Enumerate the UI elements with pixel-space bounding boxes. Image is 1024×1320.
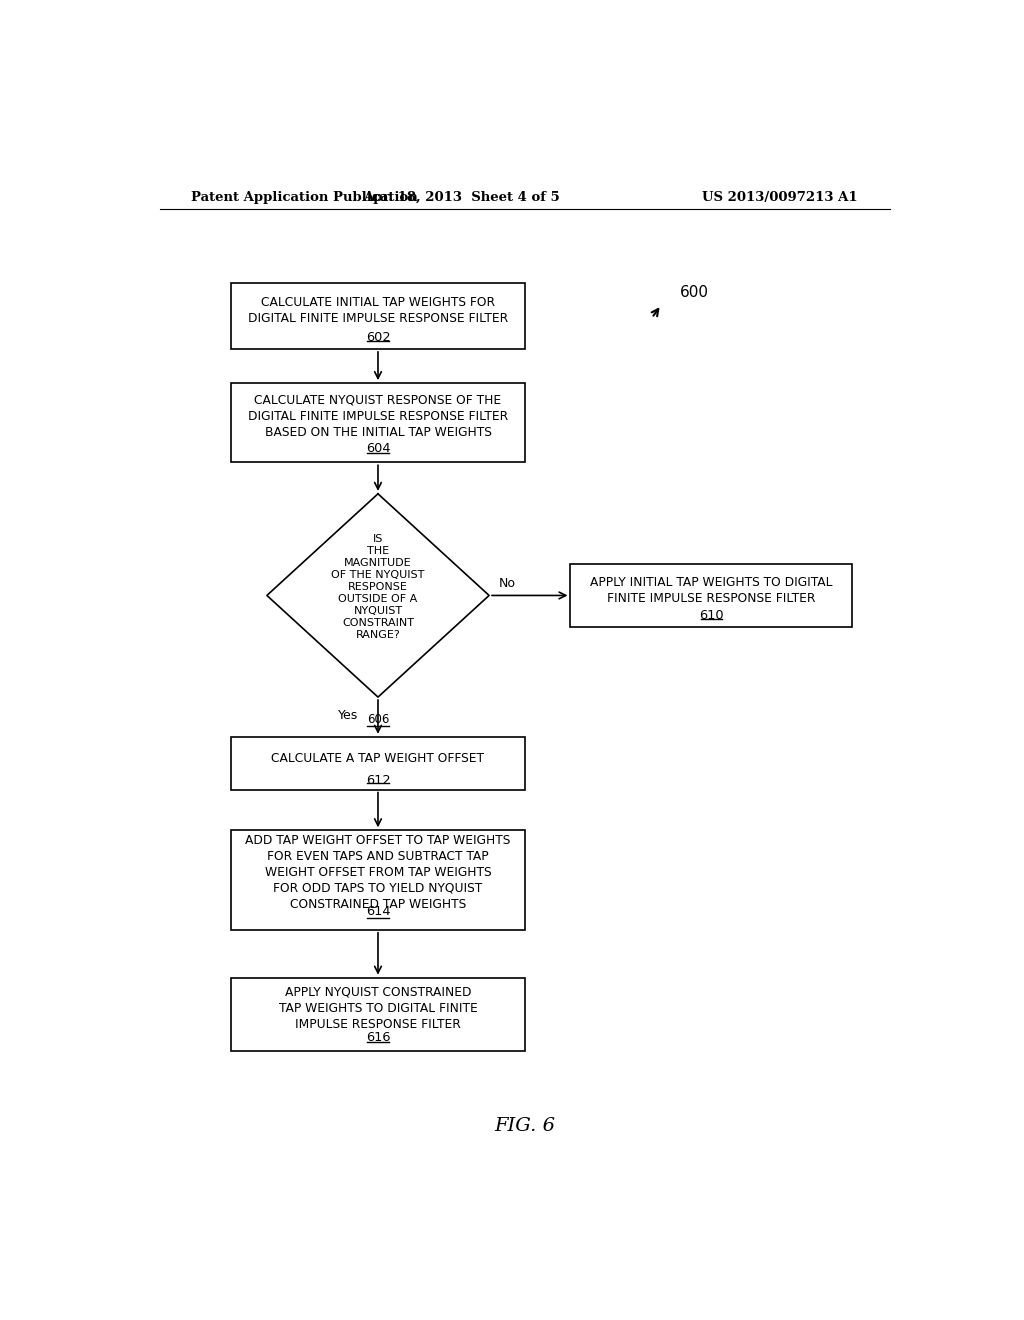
Text: US 2013/0097213 A1: US 2013/0097213 A1: [702, 190, 858, 203]
Text: CALCULATE NYQUIST RESPONSE OF THE
DIGITAL FINITE IMPULSE RESPONSE FILTER
BASED O: CALCULATE NYQUIST RESPONSE OF THE DIGITA…: [248, 393, 508, 438]
Text: 614: 614: [366, 906, 390, 919]
Text: Patent Application Publication: Patent Application Publication: [191, 190, 418, 203]
Polygon shape: [267, 494, 489, 697]
Text: ADD TAP WEIGHT OFFSET TO TAP WEIGHTS
FOR EVEN TAPS AND SUBTRACT TAP
WEIGHT OFFSE: ADD TAP WEIGHT OFFSET TO TAP WEIGHTS FOR…: [246, 833, 511, 911]
Bar: [231, 383, 524, 462]
Text: 616: 616: [366, 1031, 390, 1044]
Text: APPLY NYQUIST CONSTRAINED
TAP WEIGHTS TO DIGITAL FINITE
IMPULSE RESPONSE FILTER: APPLY NYQUIST CONSTRAINED TAP WEIGHTS TO…: [279, 986, 477, 1031]
Text: No: No: [499, 577, 516, 590]
Text: Apr. 18, 2013  Sheet 4 of 5: Apr. 18, 2013 Sheet 4 of 5: [362, 190, 560, 203]
Text: 610: 610: [699, 609, 724, 622]
Bar: [231, 282, 524, 348]
Text: IS
THE
MAGNITUDE
OF THE NYQUIST
RESPONSE
OUTSIDE OF A
NYQUIST
CONSTRAINT
RANGE?: IS THE MAGNITUDE OF THE NYQUIST RESPONSE…: [332, 535, 425, 640]
Bar: [231, 737, 524, 789]
Bar: [231, 978, 524, 1051]
Text: 602: 602: [366, 330, 390, 343]
Text: CALCULATE A TAP WEIGHT OFFSET: CALCULATE A TAP WEIGHT OFFSET: [271, 752, 484, 766]
Text: FIG. 6: FIG. 6: [495, 1117, 555, 1135]
Text: 604: 604: [366, 441, 390, 454]
Text: 600: 600: [680, 285, 709, 300]
Text: CALCULATE INITIAL TAP WEIGHTS FOR
DIGITAL FINITE IMPULSE RESPONSE FILTER: CALCULATE INITIAL TAP WEIGHTS FOR DIGITA…: [248, 296, 508, 325]
Text: Yes: Yes: [338, 709, 358, 722]
Bar: [570, 564, 852, 627]
Text: APPLY INITIAL TAP WEIGHTS TO DIGITAL
FINITE IMPULSE RESPONSE FILTER: APPLY INITIAL TAP WEIGHTS TO DIGITAL FIN…: [590, 576, 833, 605]
Text: 606: 606: [367, 713, 389, 726]
Text: 612: 612: [366, 774, 390, 787]
Bar: [231, 830, 524, 929]
